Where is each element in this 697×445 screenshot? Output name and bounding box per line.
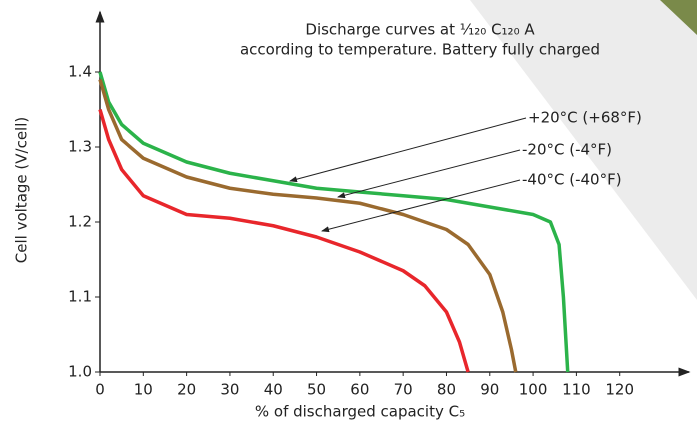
series-line — [98, 109, 470, 373]
x-tick-label: 40 — [264, 381, 283, 399]
x-tick-label: 60 — [350, 381, 369, 399]
x-tick-label: 110 — [562, 381, 591, 399]
series-line — [98, 71, 570, 373]
chart-subtitle: according to temperature. Battery fully … — [240, 41, 600, 59]
y-tick-label: 1.1 — [68, 288, 92, 306]
y-axis-label: Cell voltage (V/cell) — [13, 117, 31, 263]
x-tick-label: 0 — [95, 381, 105, 399]
y-tick-label: 1.0 — [68, 363, 92, 381]
x-tick-label: 120 — [605, 381, 634, 399]
annotation-arrow — [321, 179, 521, 233]
x-tick-label: 50 — [307, 381, 326, 399]
y-tick-label: 1.3 — [68, 138, 92, 156]
corner-image — [660, 0, 697, 35]
chart-title: Discharge curves at ¹⁄₁₂₀ C₁₂₀ A — [305, 21, 535, 39]
y-tick-label: 1.4 — [68, 63, 92, 81]
series-line — [98, 79, 518, 373]
legend-label: +20°C (+68°F) — [528, 109, 642, 127]
x-tick-label: 70 — [394, 381, 413, 399]
x-axis-label: % of discharged capacity C₅ — [255, 403, 465, 421]
x-tick-label: 10 — [134, 381, 153, 399]
legend-label: -40°C (-40°F) — [522, 171, 622, 189]
background-shade — [470, 0, 697, 300]
annotation-arrow — [337, 149, 521, 199]
y-tick-label: 1.2 — [68, 213, 92, 231]
x-tick-label: 20 — [177, 381, 196, 399]
annotation-arrow — [289, 117, 527, 183]
x-tick-label: 90 — [480, 381, 499, 399]
legend-label: -20°C (-4°F) — [522, 141, 612, 159]
x-tick-label: 80 — [437, 381, 456, 399]
x-tick-label: 100 — [519, 381, 548, 399]
x-tick-label: 30 — [220, 381, 239, 399]
